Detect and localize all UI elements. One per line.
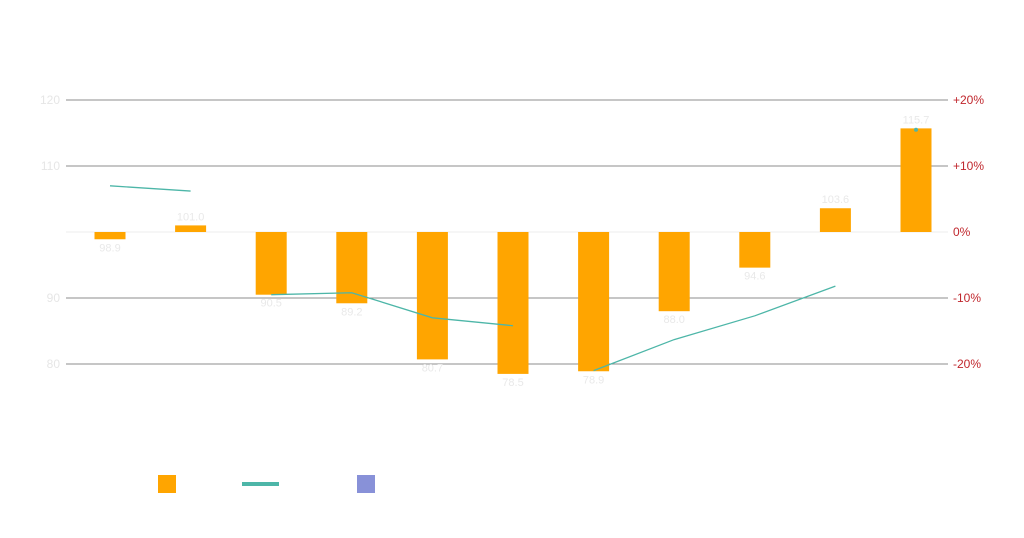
bar-data-label: 88.0 bbox=[663, 314, 684, 326]
left-tick-label: 80 bbox=[47, 357, 61, 371]
right-tick-label: +10% bbox=[953, 159, 984, 173]
bar-data-label: 80.7 bbox=[422, 362, 443, 374]
bar-data-label: 89.2 bbox=[341, 306, 362, 318]
bar-data-label: 94.6 bbox=[744, 271, 765, 283]
bar bbox=[175, 225, 207, 232]
legend bbox=[158, 475, 375, 493]
bar bbox=[739, 232, 771, 268]
left-tick-label: 90 bbox=[47, 291, 61, 305]
bar-data-labels: 98.9 101.0 90.5 89.2 80.7 78.5 78.9 88.0 94.6 103… bbox=[99, 114, 929, 389]
bar bbox=[900, 128, 932, 232]
bar-data-label: 78.5 bbox=[502, 377, 523, 389]
bar bbox=[497, 232, 529, 374]
line-segment bbox=[593, 285, 836, 372]
bar bbox=[416, 232, 448, 360]
right-axis: -20% -10% 0% +10% +20% bbox=[953, 93, 984, 371]
left-tick-label: 120 bbox=[40, 93, 60, 107]
bar bbox=[336, 232, 368, 304]
bar-data-label: 115.7 bbox=[903, 114, 930, 126]
bar-data-label: 90.5 bbox=[260, 298, 281, 310]
bar bbox=[255, 232, 287, 295]
bar-series bbox=[94, 128, 932, 374]
left-axis: 80 90 110 120 bbox=[40, 93, 60, 371]
bar-data-label: 101.0 bbox=[177, 211, 205, 223]
line-point bbox=[914, 127, 918, 132]
bar bbox=[658, 232, 690, 312]
right-tick-label: -20% bbox=[953, 357, 981, 371]
line-segment bbox=[109, 185, 191, 192]
bar bbox=[578, 232, 610, 372]
legend-swatch bbox=[357, 475, 375, 493]
left-tick-label: 110 bbox=[41, 159, 60, 173]
bar bbox=[819, 208, 851, 232]
right-tick-label: +20% bbox=[953, 93, 984, 107]
line-segment bbox=[271, 292, 514, 327]
bar-data-label: 103.6 bbox=[822, 194, 850, 206]
bar-data-label: 98.9 bbox=[99, 242, 120, 254]
line-series bbox=[109, 127, 918, 372]
bar-data-label: 78.9 bbox=[583, 374, 604, 386]
bar bbox=[94, 232, 126, 240]
right-tick-label: -10% bbox=[953, 291, 981, 305]
legend-swatch bbox=[158, 475, 176, 493]
right-tick-label: 0% bbox=[953, 225, 971, 239]
legend-line-swatch bbox=[242, 482, 279, 486]
